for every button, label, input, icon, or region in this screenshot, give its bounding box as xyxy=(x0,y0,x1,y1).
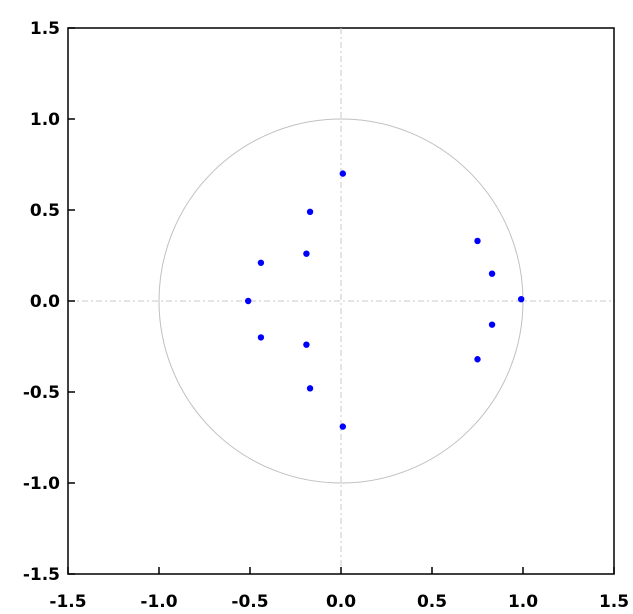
y-tick-label: 0.0 xyxy=(30,292,60,312)
x-tick-label: -1.5 xyxy=(49,592,86,612)
data-point xyxy=(517,295,525,303)
data-point xyxy=(257,259,265,266)
y-tick-label: -1.5 xyxy=(23,565,60,585)
data-points xyxy=(244,170,525,430)
y-tick-label: -1.0 xyxy=(23,474,60,494)
y-tick-label: 1.5 xyxy=(30,19,60,39)
data-point xyxy=(488,321,496,328)
y-tick-label: 1.0 xyxy=(30,110,60,130)
data-point xyxy=(306,208,314,216)
data-point xyxy=(303,250,310,257)
x-tick-label: -0.5 xyxy=(231,592,268,612)
data-point xyxy=(303,341,310,348)
y-tick-label: 0.5 xyxy=(30,201,60,221)
x-tick-label: 1.0 xyxy=(508,592,538,612)
x-tick-label: 0.5 xyxy=(417,592,447,612)
data-point xyxy=(488,270,496,277)
data-point xyxy=(257,334,265,341)
data-point xyxy=(339,170,347,177)
x-tick-label: 0.0 xyxy=(326,592,356,612)
data-point xyxy=(474,237,481,245)
data-point xyxy=(474,356,481,363)
ticks: -1.5 -1.0 -0.5 0.0 0.5 1.0 1.5 -1.5 -1.0 -0.5 0.0 0… xyxy=(23,19,629,612)
y-tick-label: -0.5 xyxy=(23,383,60,403)
data-point xyxy=(339,423,347,430)
x-tick-label: -1.0 xyxy=(140,592,177,612)
data-point xyxy=(306,385,314,392)
data-point xyxy=(244,297,252,305)
x-tick-label: 1.5 xyxy=(599,592,629,612)
